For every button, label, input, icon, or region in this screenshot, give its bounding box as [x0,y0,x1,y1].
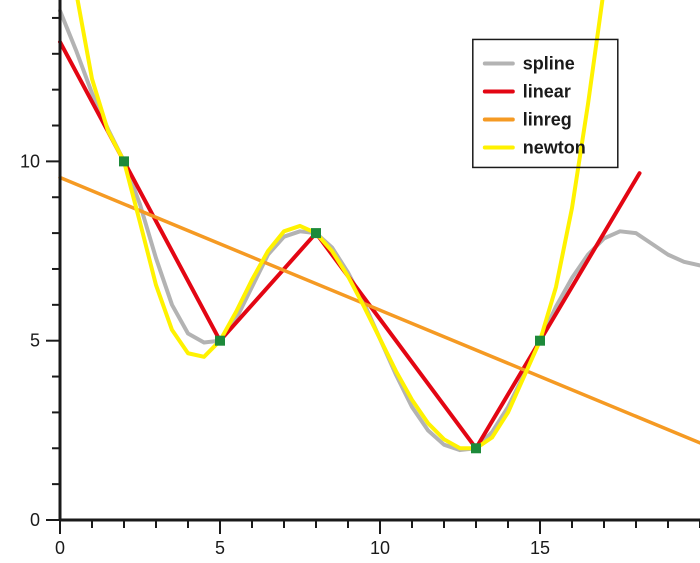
y-tick-label: 10 [20,151,40,171]
x-tick-label: 15 [530,538,550,558]
y-tick-label: 0 [30,510,40,530]
interpolation-chart: 0 5 10 15 0 5 10 spline linear linreg newton [0,0,700,563]
data-point-marker [535,336,545,346]
legend-label-linear: linear [523,81,571,101]
legend-label-newton: newton [523,137,586,157]
data-point-marker [119,156,129,166]
data-point-marker [311,228,321,238]
x-tick-label: 0 [55,538,65,558]
legend-label-linreg: linreg [523,109,572,129]
y-tick-label: 5 [30,331,40,351]
data-point-marker [215,336,225,346]
data-point-marker [471,443,481,453]
legend-label-spline: spline [523,53,575,73]
x-tick-label: 5 [215,538,225,558]
x-tick-label: 10 [370,538,390,558]
